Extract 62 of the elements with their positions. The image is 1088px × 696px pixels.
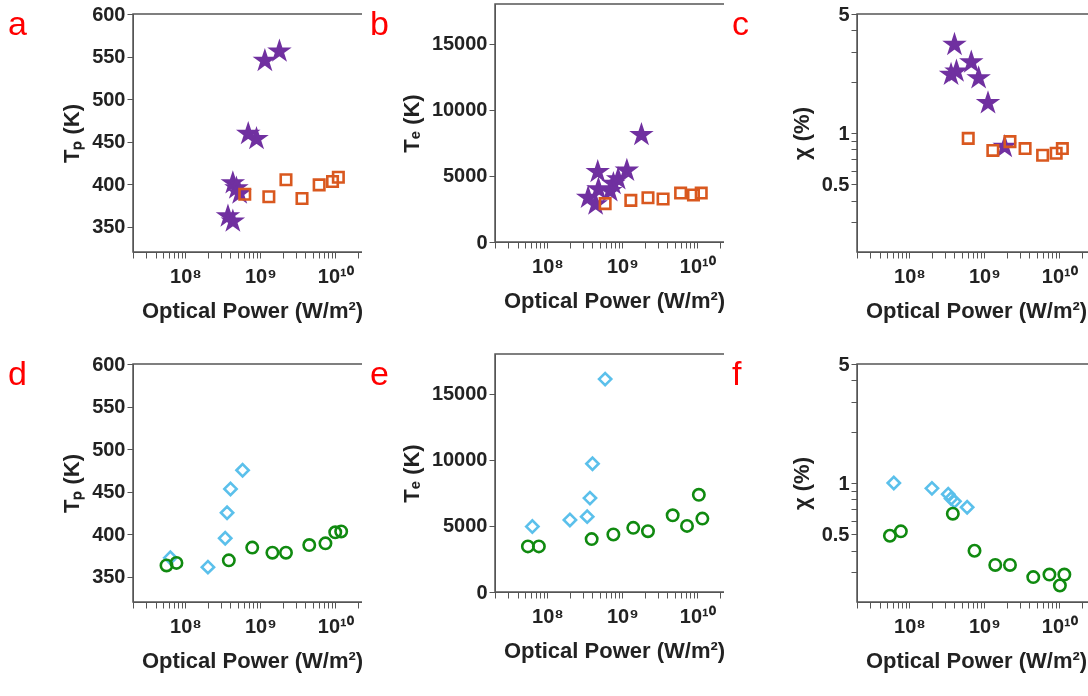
y-tick-label: 0.5 xyxy=(821,522,850,545)
chart-title: c xyxy=(732,4,749,42)
x-tick-label: 10⁹ xyxy=(606,254,639,277)
y-axis-title: Tₚ (K) xyxy=(59,453,86,514)
x-tick-label: 10⁹ xyxy=(244,264,277,287)
y-tick-label: 600 xyxy=(92,2,126,25)
y-axis-title: Tₑ (K) xyxy=(398,444,424,503)
x-tick-label: 10¹⁰ xyxy=(317,264,354,287)
x-tick-label: 10¹⁰ xyxy=(1041,264,1078,287)
x-tick-label: 10⁸ xyxy=(894,264,926,287)
x-tick-label: 10¹⁰ xyxy=(679,254,716,277)
y-tick-label: 0 xyxy=(476,230,488,253)
y-tick-label: 5 xyxy=(838,352,850,375)
y-tick-label: 350 xyxy=(92,565,126,587)
x-tick-label: 10⁸ xyxy=(894,614,926,637)
y-tick-label: 450 xyxy=(92,130,126,152)
y-tick-label: 400 xyxy=(92,172,126,195)
x-axis-title: Optical Power (W/m²) xyxy=(503,637,726,663)
x-tick-label: 10⁹ xyxy=(968,614,1001,637)
y-tick-label: 0 xyxy=(476,580,488,603)
y-tick-label: 550 xyxy=(92,45,126,67)
y-tick-label: 450 xyxy=(92,480,126,502)
y-tick-label: 550 xyxy=(92,395,126,417)
y-axis-title: χ (%) xyxy=(788,107,814,160)
y-tick-label: 5000 xyxy=(443,164,488,187)
y-tick-label: 500 xyxy=(92,87,126,110)
x-axis-title: Optical Power (W/m²) xyxy=(141,297,364,323)
x-tick-label: 10⁸ xyxy=(532,254,564,277)
x-tick-label: 10⁸ xyxy=(170,614,202,637)
y-tick-label: 1 xyxy=(838,471,850,494)
chart-title: d xyxy=(8,354,27,392)
x-tick-label: 10⁹ xyxy=(606,604,639,627)
x-axis-title: Optical Power (W/m²) xyxy=(865,297,1088,323)
y-tick-label: 10000 xyxy=(431,98,488,121)
chart-title: f xyxy=(732,354,742,392)
x-tick-label: 10⁸ xyxy=(532,604,564,627)
x-tick-label: 10¹⁰ xyxy=(317,614,354,637)
y-axis-title: Tₑ (K) xyxy=(398,94,424,153)
y-tick-label: 10000 xyxy=(431,448,488,471)
x-axis-title: Optical Power (W/m²) xyxy=(503,287,726,313)
x-tick-label: 10⁹ xyxy=(244,614,277,637)
x-tick-label: 10⁸ xyxy=(170,264,202,287)
y-tick-label: 15000 xyxy=(431,32,488,55)
x-tick-label: 10⁹ xyxy=(968,264,1001,287)
y-tick-label: 5000 xyxy=(443,514,488,537)
chart-title: e xyxy=(370,354,389,392)
y-axis-title: Tₚ (K) xyxy=(59,103,86,164)
chart-title: b xyxy=(370,4,389,42)
chart-title: a xyxy=(8,4,27,42)
x-tick-label: 10¹⁰ xyxy=(1041,614,1078,637)
y-tick-label: 400 xyxy=(92,522,126,545)
y-axis-title: χ (%) xyxy=(788,457,814,510)
y-tick-label: 15000 xyxy=(431,382,488,405)
y-tick-label: 600 xyxy=(92,352,126,375)
y-tick-label: 0.5 xyxy=(821,172,850,195)
y-tick-label: 5 xyxy=(838,2,850,25)
x-tick-label: 10¹⁰ xyxy=(679,604,716,627)
y-tick-label: 500 xyxy=(92,437,126,460)
y-tick-label: 350 xyxy=(92,215,126,237)
x-axis-title: Optical Power (W/m²) xyxy=(141,647,364,673)
y-tick-label: 1 xyxy=(838,121,850,144)
x-axis-title: Optical Power (W/m²) xyxy=(865,647,1088,673)
